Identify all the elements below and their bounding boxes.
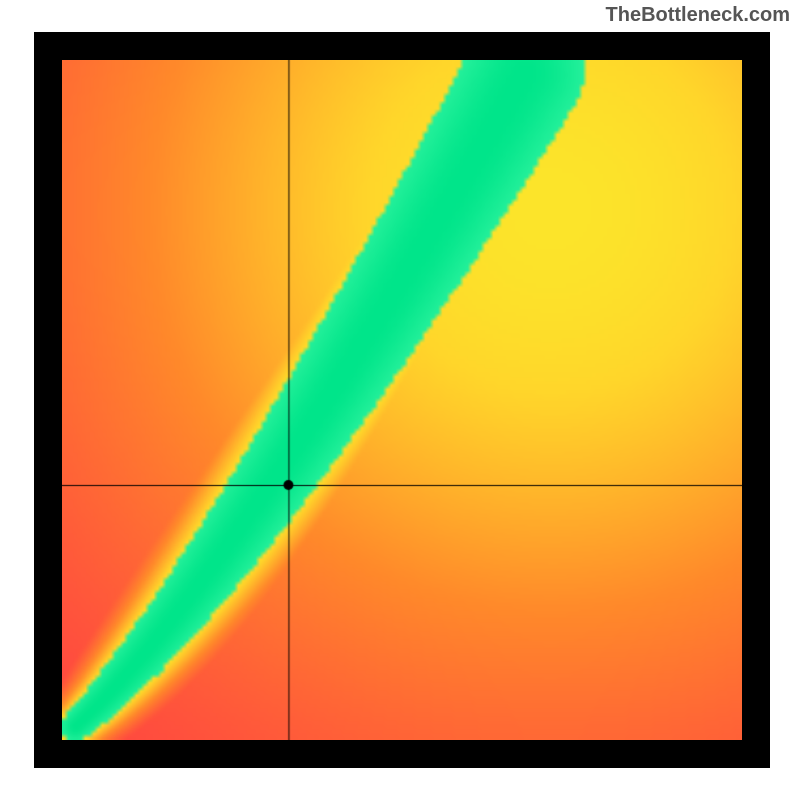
plot-area [34, 32, 770, 768]
crosshair-overlay [62, 60, 742, 740]
plot-border-bottom [34, 740, 770, 768]
plot-border-left [34, 32, 62, 768]
plot-border-right [742, 32, 770, 768]
watermark-text: TheBottleneck.com [606, 4, 790, 27]
plot-border-top [34, 32, 770, 60]
